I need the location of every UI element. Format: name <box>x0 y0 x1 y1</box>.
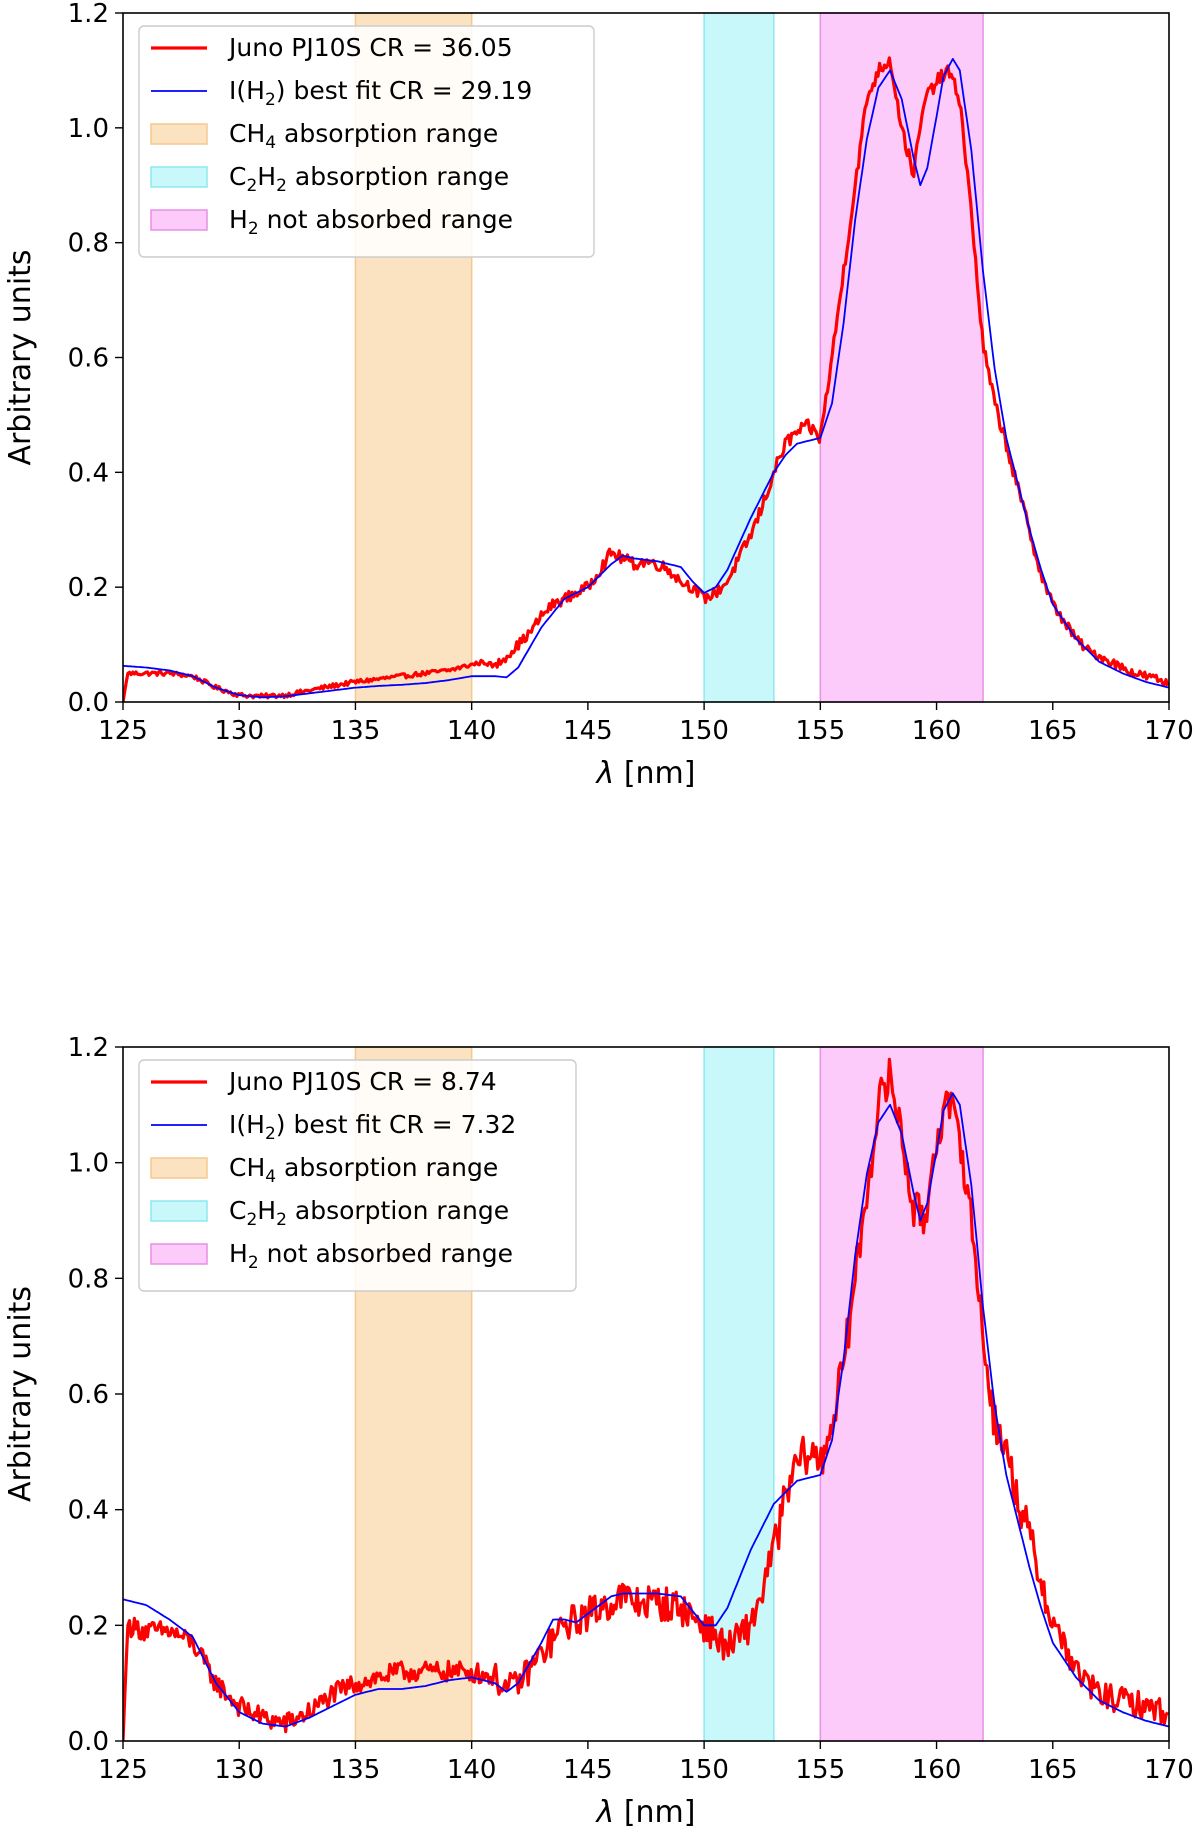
x-tick-label: 125 <box>98 716 148 746</box>
y-axis-label: Arbitrary units <box>3 1286 38 1502</box>
legend: Juno PJ10S CR = 36.05 I(H2) best fit CR =… <box>138 25 595 258</box>
x-tick-label: 125 <box>98 1755 148 1785</box>
legend-entry: Juno PJ10S CR = 8.74 <box>227 1067 497 1096</box>
x-tick-label: 130 <box>214 716 264 746</box>
legend-box <box>138 25 595 258</box>
series-line-1 <box>123 1092 1169 1728</box>
y-tick-label: 0.8 <box>68 229 109 259</box>
band-2 <box>819 12 984 703</box>
y-tick-label: 0.2 <box>68 1611 109 1641</box>
legend-entry: C2H2 absorption range <box>229 162 509 196</box>
legend-band-swatch <box>150 1157 208 1179</box>
legend-entry: CH4 absorption range <box>229 119 498 153</box>
x-tick-label: 155 <box>796 716 846 746</box>
band-1 <box>703 12 775 703</box>
x-tick-label: 170 <box>1144 1755 1194 1785</box>
x-tick-label: 145 <box>563 1755 613 1785</box>
legend-entry: I(H2) best fit CR = 7.32 <box>229 1110 516 1144</box>
legend-box <box>138 1059 577 1292</box>
y-tick-label: 1.0 <box>68 1149 109 1179</box>
y-tick-label: 0.8 <box>68 1264 109 1294</box>
x-tick-label: 155 <box>796 1755 846 1785</box>
x-tick-label: 135 <box>331 716 381 746</box>
legend-entry: Juno PJ10S CR = 36.05 <box>227 33 513 62</box>
chart-bottom: 125 130 135 140 145 150 155 160 165 170 0.0 0.2 0.4 0… <box>3 1033 1194 1830</box>
legend-entry: I(H2) best fit CR = 29.19 <box>229 76 532 110</box>
chart-top: 125 130 135 140 145 150 155 160 165 170 0.0 0.2 0.4 0… <box>3 0 1194 791</box>
legend-entry: C2H2 absorption range <box>229 1196 509 1230</box>
legend-band-swatch <box>150 1200 208 1222</box>
x-tick-label: 150 <box>679 1755 729 1785</box>
legend-entry: H2 not absorbed range <box>229 1239 513 1273</box>
y-tick-label: 0.6 <box>68 344 109 374</box>
y-tick-label: 0.4 <box>68 1496 109 1526</box>
band-2 <box>819 1046 984 1742</box>
y-axis-label: Arbitrary units <box>3 249 38 465</box>
x-tick-label: 140 <box>447 1755 497 1785</box>
y-tick-label: 1.0 <box>68 114 109 144</box>
legend-band-swatch <box>150 166 208 188</box>
legend-band-swatch <box>150 123 208 145</box>
series-line-1 <box>123 58 1169 699</box>
legend-band-swatch <box>150 1243 208 1265</box>
x-tick-label: 160 <box>912 1755 962 1785</box>
x-tick-label: 150 <box>679 716 729 746</box>
y-tick-label: 0.2 <box>68 573 109 603</box>
x-tick-label: 130 <box>214 1755 264 1785</box>
x-tick-label: 165 <box>1028 1755 1078 1785</box>
legend-entry: H2 not absorbed range <box>229 205 513 239</box>
y-tick-label: 1.2 <box>68 0 109 29</box>
series-line-0 <box>123 56 1169 702</box>
legend: Juno PJ10S CR = 8.74 I(H2) best fit CR = … <box>138 1059 577 1292</box>
y-tick-label: 0.0 <box>68 688 109 718</box>
legend-band-swatch <box>150 209 208 231</box>
legend-entry: CH4 absorption range <box>229 1153 498 1187</box>
series-line-0 <box>123 1057 1169 1741</box>
x-tick-label: 170 <box>1144 716 1194 746</box>
x-axis-label: λ [nm] <box>595 756 696 791</box>
x-tick-label: 160 <box>912 716 962 746</box>
y-tick-label: 0.0 <box>68 1727 109 1757</box>
y-tick-label: 0.6 <box>68 1380 109 1410</box>
y-tick-label: 0.4 <box>68 458 109 488</box>
x-tick-label: 165 <box>1028 716 1078 746</box>
x-tick-label: 140 <box>447 716 497 746</box>
x-tick-label: 145 <box>563 716 613 746</box>
x-tick-label: 135 <box>331 1755 381 1785</box>
y-tick-label: 1.2 <box>68 1033 109 1063</box>
x-axis-label: λ [nm] <box>595 1795 696 1830</box>
